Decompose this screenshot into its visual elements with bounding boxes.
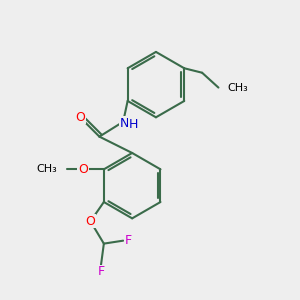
Text: H: H [129,118,138,131]
Text: O: O [78,163,88,176]
Text: O: O [75,111,85,124]
Text: N: N [120,117,129,130]
Text: F: F [125,234,132,247]
Text: CH₃: CH₃ [36,164,57,174]
Text: F: F [97,266,104,278]
Text: CH₃: CH₃ [227,82,248,93]
Text: O: O [85,215,95,228]
